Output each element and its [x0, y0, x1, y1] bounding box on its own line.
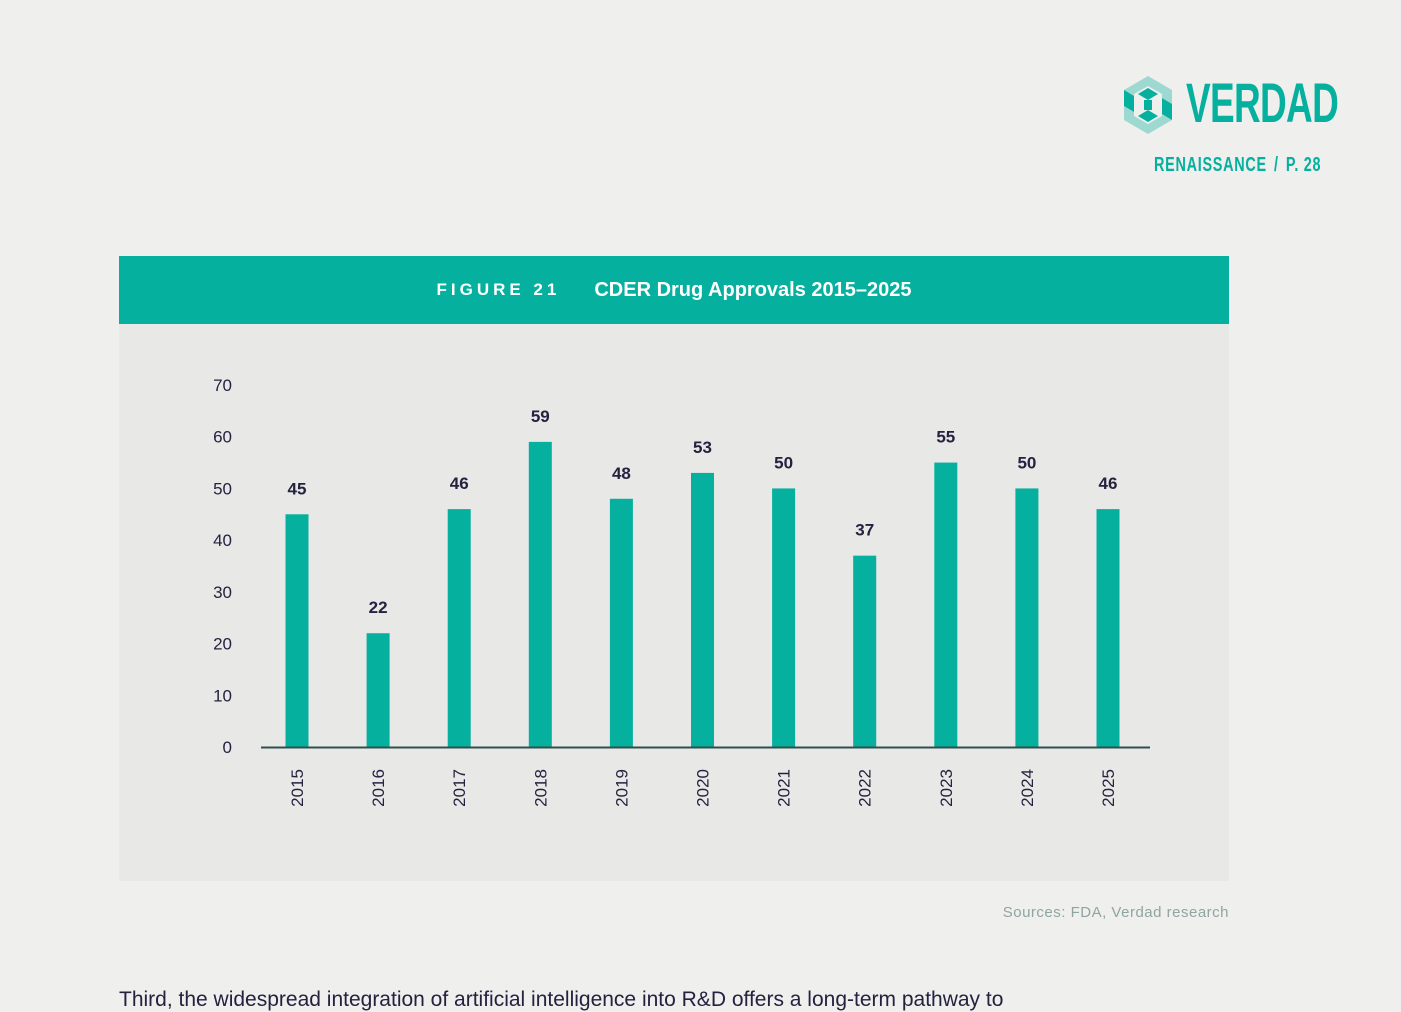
bar-2018	[528, 441, 552, 747]
data-labels: 45 22 46 59 48 53 50 37 55 50 46	[288, 407, 1118, 617]
data-label-2023: 55	[936, 428, 955, 447]
figure-header: FIGURE 21 CDER Drug Approvals 2015–2025	[119, 256, 1229, 324]
y-tick-label: 20	[213, 635, 232, 654]
x-axis-ticks: 2015 2016 2017 2018 2019 2020 2021 2022 2023 2024…	[288, 769, 1118, 807]
data-label-2018: 59	[531, 407, 550, 426]
y-tick-label: 50	[213, 479, 232, 498]
bar-chart: 0 10 20 30 40 50 60 70 45 22 46 59 48 53 50 37 55 50 46 2…	[213, 376, 1150, 807]
figure-title: CDER Drug Approvals 2015–2025	[594, 278, 912, 301]
brand-name: VERDAD	[1186, 71, 1339, 134]
data-label-2017: 46	[450, 474, 469, 493]
bar-2025	[1096, 509, 1120, 747]
chart-panel: 0 10 20 30 40 50 60 70 45 22 46 59 48 53 50 37 55 50 46 2…	[119, 324, 1229, 881]
bar-2022	[853, 555, 877, 747]
bar-2017	[447, 509, 471, 747]
page-ref-separator: /	[1273, 154, 1279, 176]
data-label-2020: 53	[693, 438, 712, 457]
bar-2015	[285, 514, 309, 747]
bar-2019	[609, 498, 633, 747]
page-reference: RENAISSANCE / P. 28	[1154, 154, 1321, 177]
figure-source: Sources: FDA, Verdad research	[1002, 904, 1229, 921]
data-label-2016: 22	[369, 598, 388, 617]
bar-2020	[691, 472, 714, 747]
x-tick-label: 2019	[612, 769, 631, 807]
bar-2021	[772, 488, 796, 747]
x-tick-label: 2020	[694, 769, 713, 807]
y-axis-ticks: 0 10 20 30 40 50 60 70	[213, 376, 232, 757]
x-tick-label: 2018	[531, 769, 550, 807]
bar-2016	[366, 633, 390, 747]
figure-label: FIGURE 21	[436, 280, 561, 299]
page-number: P. 28	[1285, 154, 1321, 176]
y-tick-label: 60	[213, 428, 232, 447]
body-paragraph: Third, the widespread integration of art…	[119, 988, 1004, 1011]
verdad-logo-mark	[1124, 76, 1172, 134]
bar-2024	[1015, 488, 1039, 747]
y-tick-label: 40	[213, 531, 232, 550]
x-tick-label: 2024	[1018, 769, 1037, 807]
x-tick-label: 2015	[288, 769, 307, 807]
data-label-2019: 48	[612, 464, 631, 483]
bar-2023	[934, 462, 958, 747]
data-label-2022: 37	[855, 521, 874, 540]
publication-name: RENAISSANCE	[1153, 154, 1267, 176]
y-tick-label: 10	[213, 686, 232, 705]
y-tick-label: 30	[213, 583, 232, 602]
x-tick-label: 2016	[369, 769, 388, 807]
data-label-2024: 50	[1017, 453, 1036, 472]
x-tick-label: 2021	[775, 769, 794, 807]
x-tick-label: 2025	[1099, 769, 1118, 807]
y-tick-label: 70	[213, 376, 232, 395]
x-tick-label: 2017	[450, 769, 469, 807]
data-label-2021: 50	[774, 453, 793, 472]
x-tick-label: 2022	[856, 769, 875, 807]
verdad-logo	[1124, 76, 1172, 134]
data-label-2015: 45	[288, 479, 307, 498]
bars	[285, 441, 1120, 747]
x-tick-label: 2023	[937, 769, 956, 807]
data-label-2025: 46	[1099, 474, 1118, 493]
y-tick-label: 0	[223, 738, 232, 757]
